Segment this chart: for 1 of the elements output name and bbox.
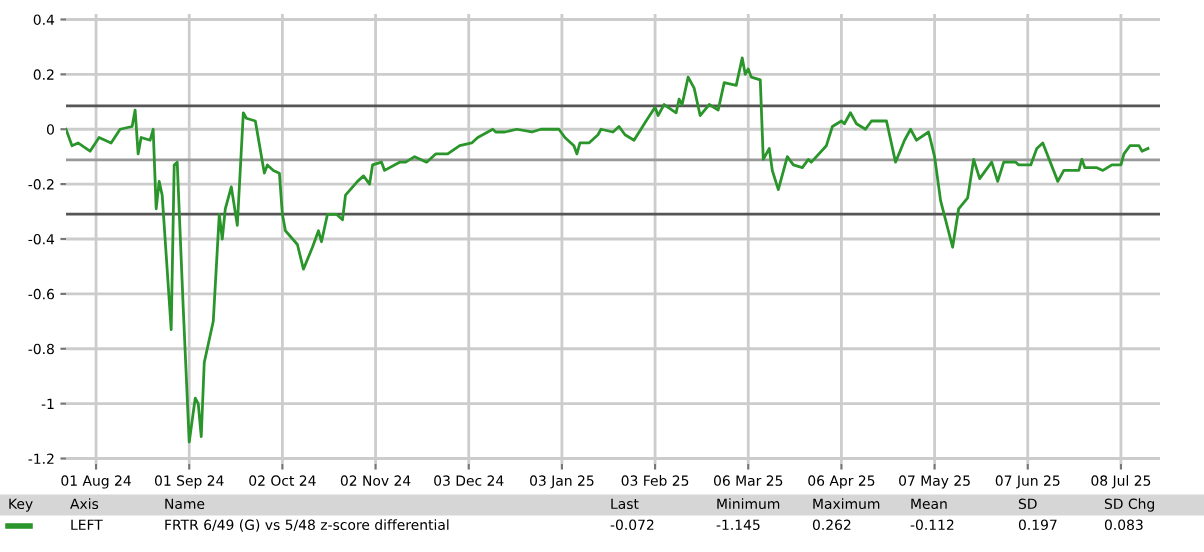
line-series <box>66 56 1150 444</box>
